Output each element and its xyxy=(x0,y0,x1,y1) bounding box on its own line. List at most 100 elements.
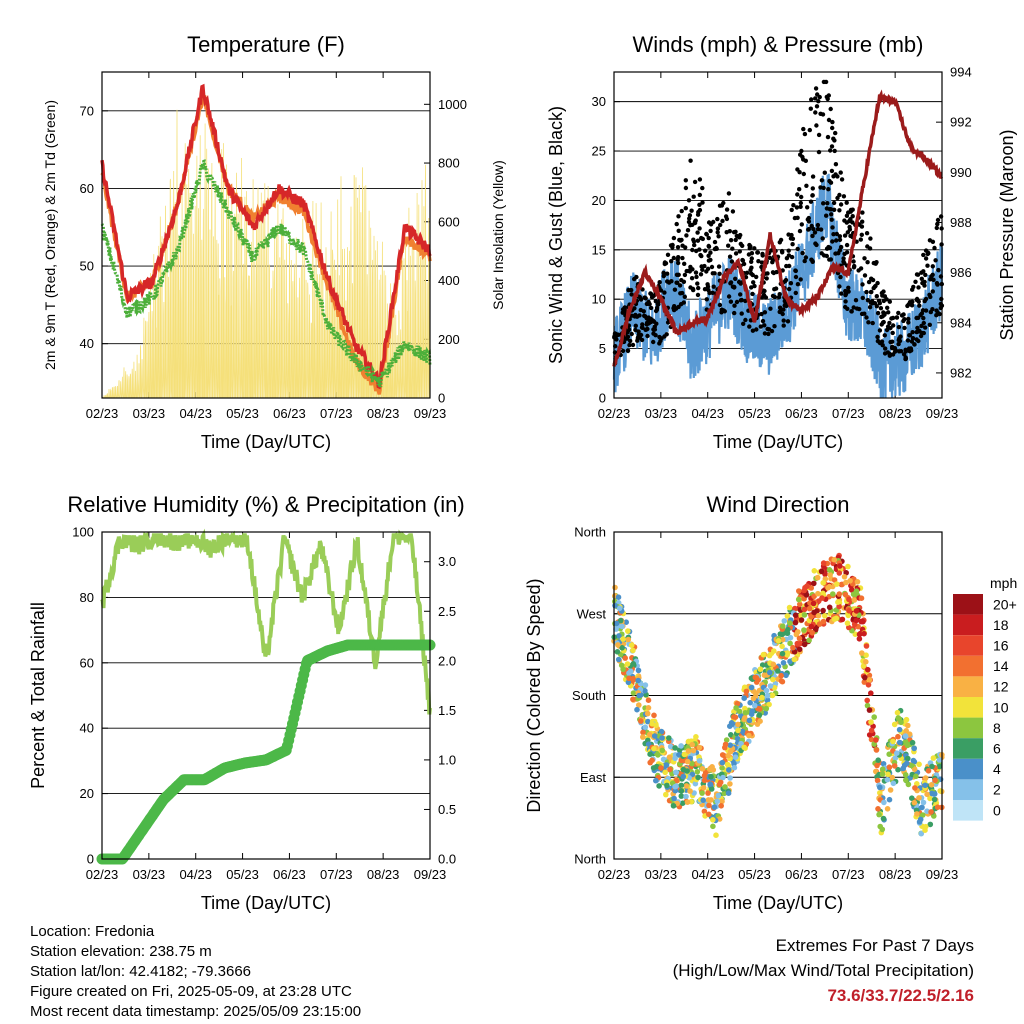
left-tick-label: 40 xyxy=(80,721,94,736)
gust-point xyxy=(816,132,822,138)
direction-point xyxy=(716,781,723,788)
gust-point xyxy=(657,341,662,346)
humidity-precip-panel: 0 20 40 60 80 100 0.0 0.5 1.0 1.5 2.0 2.5 3.0 02/23 03… xyxy=(28,492,465,913)
direction-point xyxy=(898,719,904,726)
gust-point xyxy=(740,257,745,263)
direction-point xyxy=(771,648,777,654)
gust-point xyxy=(870,320,875,326)
gust-point xyxy=(620,348,626,354)
gust-point xyxy=(748,244,753,249)
direction-point xyxy=(715,792,722,799)
gust-point xyxy=(883,346,888,351)
gust-point xyxy=(648,305,654,311)
gust-point xyxy=(706,235,711,241)
gust-point xyxy=(848,217,853,222)
x-tick-label: 04/23 xyxy=(691,867,724,882)
gust-point xyxy=(828,257,834,262)
gust-point xyxy=(921,252,926,258)
direction-point xyxy=(848,587,855,593)
direction-point xyxy=(683,793,689,800)
legend-swatch xyxy=(953,594,983,615)
gust-point xyxy=(651,293,656,299)
gust-point xyxy=(933,258,938,263)
direction-point xyxy=(922,775,929,781)
gust-point xyxy=(686,198,692,203)
gust-point xyxy=(930,264,935,269)
direction-point xyxy=(710,817,716,823)
direction-point xyxy=(928,809,934,815)
gust-point xyxy=(908,346,914,351)
direction-point xyxy=(791,656,798,663)
direction-point xyxy=(693,734,699,740)
gust-point xyxy=(844,220,849,225)
gust-point xyxy=(665,252,671,257)
direction-point xyxy=(853,588,860,594)
direction-point xyxy=(801,606,808,613)
direction-point xyxy=(925,768,932,774)
gust-point xyxy=(814,104,820,109)
gust-point xyxy=(925,263,930,268)
direction-point xyxy=(877,784,883,791)
gust-point xyxy=(896,341,901,347)
gust-point xyxy=(726,243,731,248)
gust-point xyxy=(716,264,722,269)
gust-point xyxy=(826,244,831,250)
left-tick-label: 60 xyxy=(80,655,94,670)
direction-point xyxy=(864,702,871,709)
gust-point xyxy=(866,320,871,325)
gust-point xyxy=(821,201,826,206)
gust-point xyxy=(813,110,818,115)
gust-point xyxy=(665,271,670,276)
gust-point xyxy=(809,223,814,229)
gust-point xyxy=(806,226,812,232)
gust-point xyxy=(704,232,709,237)
legend-label: 16 xyxy=(993,638,1009,654)
gust-point xyxy=(670,245,675,250)
gust-point xyxy=(890,346,895,351)
gust-point xyxy=(919,311,925,316)
direction-point xyxy=(645,741,652,747)
direction-point xyxy=(895,766,901,773)
direction-point xyxy=(859,650,865,656)
gust-point xyxy=(770,270,776,275)
gust-point xyxy=(885,324,891,329)
direction-point xyxy=(920,799,927,806)
gust-point xyxy=(853,298,859,303)
gust-point xyxy=(902,317,907,322)
direction-point xyxy=(645,718,651,725)
latlon-text: Station lat/lon: 42.4182; -79.3666 xyxy=(30,963,252,980)
direction-point xyxy=(678,743,684,749)
direction-point xyxy=(851,597,858,603)
legend-swatch xyxy=(953,779,983,800)
gust-point xyxy=(928,294,933,300)
legend-label: 2 xyxy=(993,782,1001,798)
direction-point xyxy=(644,710,651,717)
direction-point xyxy=(884,776,891,783)
gust-point xyxy=(777,240,782,245)
gust-point xyxy=(671,255,676,261)
direction-point xyxy=(862,674,868,681)
gust-point xyxy=(733,229,738,234)
direction-point xyxy=(815,590,821,597)
gust-point xyxy=(648,319,653,325)
extremes-box: Extremes For Past 7 Days (High/Low/Max W… xyxy=(673,933,974,1008)
x-tick-label: 04/23 xyxy=(179,867,212,882)
gust-point xyxy=(821,79,827,85)
legend-swatch xyxy=(953,614,983,636)
direction-point xyxy=(801,641,808,648)
direction-point xyxy=(861,679,868,685)
gust-point xyxy=(939,296,944,302)
gust-point xyxy=(674,280,679,285)
gust-point xyxy=(727,254,733,259)
gust-point xyxy=(837,284,842,289)
direction-point xyxy=(770,676,776,683)
x-tick-label: 02/23 xyxy=(598,406,631,421)
direction-point xyxy=(890,738,896,745)
gust-point xyxy=(784,256,790,261)
direction-point xyxy=(866,707,873,713)
direction-point xyxy=(664,782,670,789)
direction-point xyxy=(876,811,882,818)
gust-point xyxy=(838,274,843,280)
direction-point xyxy=(783,672,789,679)
